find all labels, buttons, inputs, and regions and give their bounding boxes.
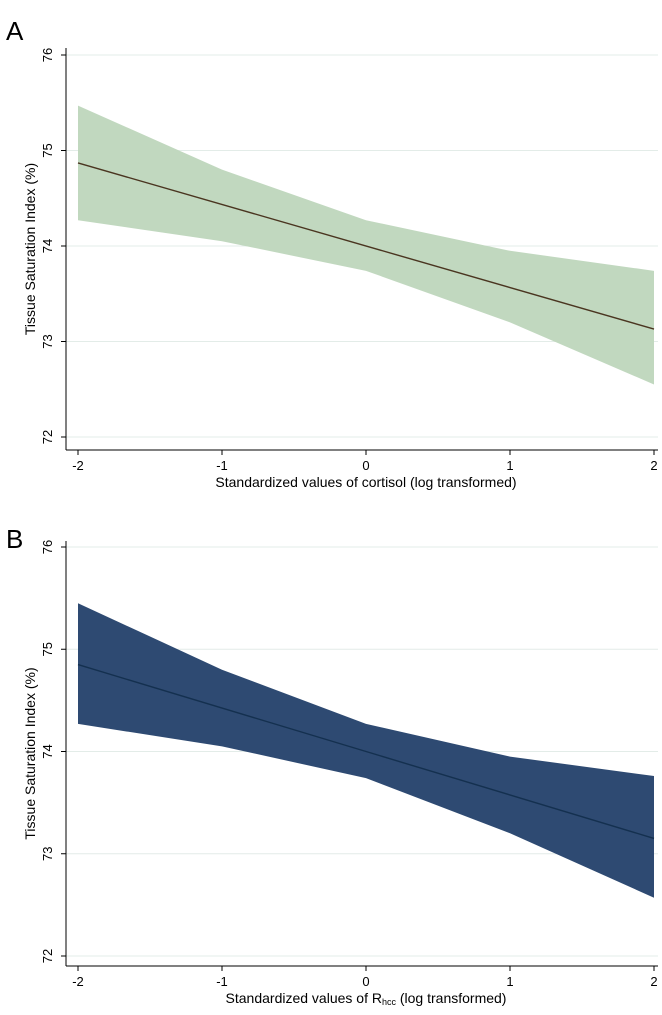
- fitted-line-b: [77, 663, 655, 840]
- y-tick-label-a: 75: [40, 143, 55, 157]
- confidence-band-a: [78, 105, 654, 385]
- x-axis-title-b: Standardized values of Rhcc (log transfo…: [226, 990, 507, 1007]
- y-axis-title-b: Tissue Saturation Index (%): [22, 667, 38, 839]
- y-axis-title-a: Tissue Saturation Index (%): [22, 163, 38, 335]
- chart-panel-a: A Tissue Saturation Index (%) Standardiz…: [0, 0, 662, 507]
- y-tick-label-b: 75: [40, 642, 55, 656]
- chart-a-svg: A Tissue Saturation Index (%) Standardiz…: [6, 16, 658, 490]
- x-tick-label-a: 0: [362, 458, 369, 473]
- x-tick-label-b: 0: [362, 974, 369, 989]
- x-tick-label-b: 1: [506, 974, 513, 989]
- x-tick-label-a: 1: [506, 458, 513, 473]
- y-tick-label-b: 73: [40, 847, 55, 861]
- x-tick-label-a: -2: [72, 458, 84, 473]
- x-axis-title-b-main: Standardized values of R: [226, 990, 382, 1006]
- y-tick-label-a: 73: [40, 334, 55, 348]
- y-tick-label-b: 72: [40, 949, 55, 963]
- y-tick-label-b: 76: [40, 540, 55, 554]
- x-tick-label-a: 2: [650, 458, 657, 473]
- chart-panel-b: B Tissue Saturation Index (%) Standardiz…: [0, 508, 662, 1015]
- y-tick-label-a: 72: [40, 430, 55, 444]
- x-axis-title-b-subscript: hcc: [382, 997, 397, 1007]
- x-tick-label-a: -1: [216, 458, 228, 473]
- y-tick-label-a: 74: [40, 239, 55, 253]
- fitted-line-a: [77, 162, 655, 330]
- panel-label-b: B: [6, 524, 23, 554]
- panel-label-a: A: [6, 16, 24, 46]
- x-tick-label-b: 2: [650, 974, 657, 989]
- x-axis-title-a: Standardized values of cortisol (log tra…: [215, 474, 516, 490]
- confidence-band-b: [78, 603, 654, 898]
- x-tick-label-b: -1: [216, 974, 228, 989]
- x-tick-label-b: -2: [72, 974, 84, 989]
- x-axis-title-b-tail: (log transformed): [396, 990, 506, 1006]
- y-tick-label-a: 76: [40, 48, 55, 62]
- y-tick-label-b: 74: [40, 744, 55, 758]
- chart-b-svg: B Tissue Saturation Index (%) Standardiz…: [6, 524, 658, 1007]
